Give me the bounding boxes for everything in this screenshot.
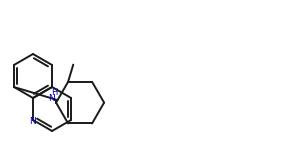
Text: N: N — [48, 94, 55, 103]
Text: N: N — [30, 117, 36, 126]
Text: H: H — [51, 88, 57, 97]
